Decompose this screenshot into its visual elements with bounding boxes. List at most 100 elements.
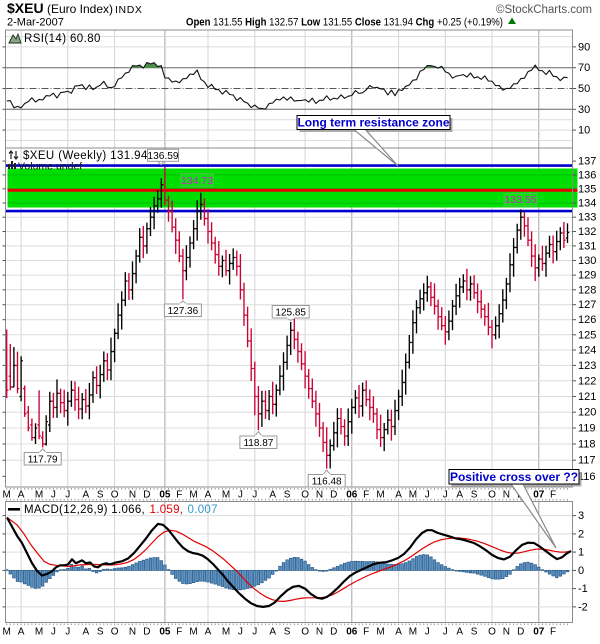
- svg-text:$XEU (Weekly) 131.94: $XEU (Weekly) 131.94: [23, 150, 148, 162]
- svg-text:A: A: [456, 490, 463, 501]
- svg-text:130: 130: [578, 255, 596, 267]
- svg-text:06: 06: [346, 490, 358, 501]
- svg-text:F: F: [363, 627, 369, 638]
- svg-text:127: 127: [578, 299, 596, 311]
- svg-text:M: M: [409, 627, 417, 638]
- svg-text:S: S: [471, 490, 478, 501]
- svg-text:N: N: [316, 627, 323, 638]
- svg-text:07: 07: [533, 627, 545, 638]
- svg-text:F: F: [550, 490, 556, 501]
- svg-text:J: J: [51, 490, 56, 501]
- svg-text:D: D: [143, 627, 150, 638]
- svg-text:07: 07: [533, 490, 545, 501]
- svg-text:118: 118: [578, 439, 596, 451]
- svg-text:M: M: [376, 490, 384, 501]
- svg-text:A: A: [18, 490, 25, 501]
- svg-text:S: S: [471, 627, 478, 638]
- svg-text:117: 117: [578, 455, 596, 467]
- svg-text:$XEU: $XEU: [7, 0, 44, 16]
- svg-text:127.36: 127.36: [168, 306, 199, 317]
- svg-text:J: J: [443, 627, 448, 638]
- svg-text:50: 50: [578, 83, 590, 95]
- svg-text:O: O: [301, 490, 309, 501]
- svg-text:70: 70: [578, 62, 590, 74]
- svg-text:J: J: [238, 627, 243, 638]
- svg-text:0: 0: [578, 565, 584, 577]
- svg-text:0.007: 0.007: [188, 504, 218, 516]
- svg-text:N: N: [129, 627, 136, 638]
- svg-text:128: 128: [578, 284, 596, 296]
- svg-text:M: M: [222, 490, 230, 501]
- svg-text:M: M: [3, 627, 11, 638]
- svg-text:M: M: [3, 490, 11, 501]
- svg-text:O: O: [301, 627, 309, 638]
- svg-text:A: A: [82, 627, 89, 638]
- svg-text:131: 131: [578, 240, 596, 252]
- svg-text:F: F: [363, 490, 369, 501]
- svg-text:F: F: [176, 490, 182, 501]
- svg-text:1.059,: 1.059,: [150, 504, 184, 516]
- svg-text:A: A: [18, 627, 25, 638]
- svg-text:2: 2: [578, 528, 584, 540]
- svg-text:N: N: [316, 490, 323, 501]
- svg-text:136.59: 136.59: [147, 151, 178, 162]
- svg-text:O: O: [111, 490, 119, 501]
- svg-text:133.55: 133.55: [504, 194, 536, 206]
- svg-text:133: 133: [578, 212, 596, 224]
- svg-text:A: A: [395, 490, 402, 501]
- svg-text:06: 06: [346, 627, 358, 638]
- svg-text:121: 121: [578, 391, 596, 403]
- svg-text:134: 134: [578, 198, 596, 210]
- svg-text:©StockCharts.com: ©StockCharts.com: [496, 4, 592, 16]
- svg-text:J: J: [51, 627, 56, 638]
- svg-text:S: S: [284, 490, 291, 501]
- svg-text:MACD(12,26,9) 1.066,: MACD(12,26,9) 1.066,: [24, 504, 145, 516]
- svg-text:A: A: [269, 490, 276, 501]
- svg-text:Long term resistance zone: Long term resistance zone: [297, 116, 449, 130]
- svg-text:S: S: [97, 627, 104, 638]
- svg-text:F: F: [550, 627, 556, 638]
- svg-text:Positive cross over ??: Positive cross over ??: [450, 470, 578, 484]
- svg-text:J: J: [238, 490, 243, 501]
- svg-text:M: M: [222, 627, 230, 638]
- svg-text:-2: -2: [578, 601, 588, 613]
- svg-text:A: A: [205, 490, 212, 501]
- svg-text:D: D: [143, 490, 150, 501]
- svg-text:118.87: 118.87: [243, 438, 273, 449]
- svg-text:J: J: [252, 627, 257, 638]
- svg-text:132: 132: [578, 226, 596, 238]
- svg-text:126: 126: [578, 314, 596, 326]
- svg-text:J: J: [425, 490, 430, 501]
- svg-text:123: 123: [578, 360, 596, 372]
- svg-text:J: J: [443, 490, 448, 501]
- svg-text:D: D: [517, 627, 524, 638]
- svg-text:05: 05: [159, 627, 171, 638]
- svg-text:Volume undef: Volume undef: [18, 161, 82, 173]
- svg-text:RSI(14) 60.80: RSI(14) 60.80: [24, 33, 101, 45]
- svg-text:A: A: [205, 627, 212, 638]
- svg-text:O: O: [488, 627, 496, 638]
- svg-text:3: 3: [578, 510, 584, 522]
- svg-text:(Euro Index): (Euro Index): [47, 2, 113, 16]
- svg-text:A: A: [82, 490, 89, 501]
- svg-text:136: 136: [578, 169, 596, 181]
- svg-text:INDX: INDX: [115, 4, 143, 16]
- svg-text:J: J: [65, 627, 70, 638]
- svg-text:N: N: [503, 490, 510, 501]
- svg-text:M: M: [409, 490, 417, 501]
- svg-text:M: M: [376, 627, 384, 638]
- svg-text:122: 122: [578, 375, 596, 387]
- svg-text:05: 05: [159, 490, 171, 501]
- svg-text:2-Mar-2007: 2-Mar-2007: [7, 17, 64, 29]
- svg-text:F: F: [176, 627, 182, 638]
- svg-text:A: A: [269, 627, 276, 638]
- svg-text:137: 137: [578, 156, 596, 168]
- svg-text:N: N: [503, 627, 510, 638]
- svg-text:134.73: 134.73: [181, 175, 213, 187]
- svg-text:S: S: [97, 490, 104, 501]
- svg-text:A: A: [395, 627, 402, 638]
- svg-text:116: 116: [578, 471, 596, 483]
- svg-text:O: O: [111, 627, 119, 638]
- svg-text:125: 125: [578, 329, 596, 341]
- svg-text:135: 135: [578, 183, 596, 195]
